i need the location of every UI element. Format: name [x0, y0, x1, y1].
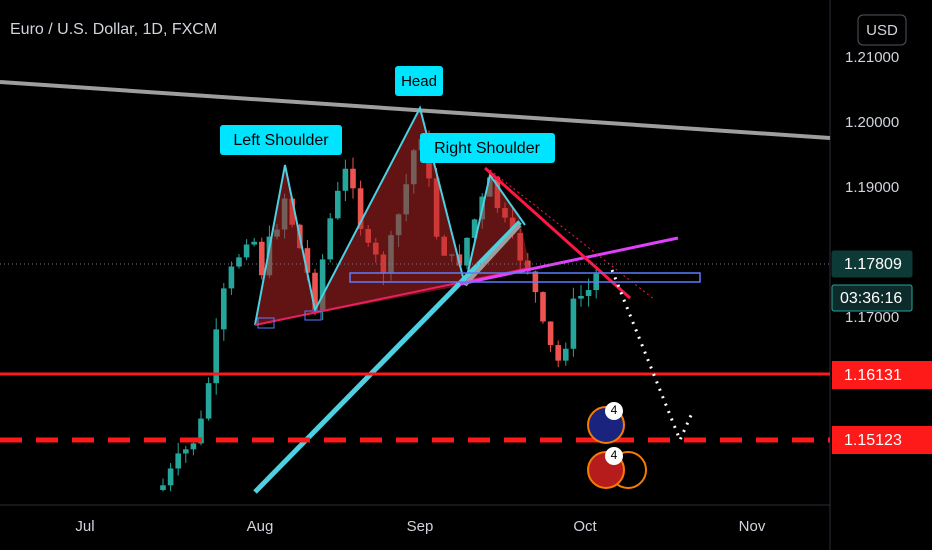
trend-line: [483, 166, 632, 300]
countdown: 03:36:16: [840, 290, 902, 307]
candle-body: [585, 290, 592, 296]
candle-body: [243, 244, 250, 258]
trend-line: [463, 223, 522, 287]
candle-body: [167, 468, 174, 486]
candle-body: [160, 485, 166, 490]
candle-body: [350, 168, 356, 189]
label-box: [395, 66, 443, 96]
price-tag: [832, 426, 932, 454]
currency: USD: [866, 22, 898, 39]
time-label: Sep: [407, 518, 434, 535]
price-tag: [832, 361, 932, 389]
candle-body: [190, 443, 197, 450]
candle-body: [183, 449, 189, 454]
candle-body: [198, 418, 204, 444]
candle-body: [327, 218, 333, 260]
zone: [257, 317, 275, 329]
price-label: 1.17000: [845, 309, 899, 326]
candle-body: [236, 257, 242, 267]
event-badge: [605, 447, 623, 465]
candle-body: [563, 348, 569, 361]
time-label: Jul: [75, 518, 94, 535]
price-tag: [831, 250, 913, 278]
candle-body: [357, 188, 364, 230]
candle-body: [335, 190, 341, 219]
price-label: 1.20000: [845, 114, 899, 131]
candle-body: [464, 237, 470, 266]
label-box: [220, 125, 342, 155]
candle-body: [259, 241, 265, 276]
candle-body: [175, 453, 181, 469]
trend-line: [253, 220, 522, 494]
annotation: Left Shoulder: [233, 132, 329, 149]
candle-body: [221, 288, 227, 330]
support-price: 1.16131: [844, 367, 902, 384]
candle-body: [555, 345, 561, 361]
candle-body: [319, 259, 326, 311]
event-count: 4: [611, 403, 618, 417]
candle-body: [570, 298, 577, 349]
time-label: Nov: [739, 518, 766, 535]
pattern-line: [254, 105, 526, 326]
zone: [349, 272, 701, 283]
candle-body: [540, 292, 546, 322]
channel-line: [459, 236, 679, 286]
candle-body: [471, 219, 478, 238]
candle-body: [304, 248, 311, 273]
candle-body: [312, 272, 318, 311]
candle-body: [578, 295, 584, 299]
trend-line: [0, 80, 831, 140]
candle-body: [205, 383, 212, 419]
label-box: [420, 133, 555, 163]
zone: [304, 310, 322, 321]
candle-body: [547, 321, 554, 346]
candle-body: [228, 266, 235, 289]
candle-body: [342, 168, 349, 191]
annotation: Right Shoulder: [434, 140, 541, 157]
trend-line: [489, 169, 656, 301]
price-label: 1.21000: [845, 49, 899, 66]
countdown-tag: [831, 284, 913, 312]
candle-body: [213, 329, 219, 384]
candle-body: [251, 241, 257, 245]
time-label: Aug: [247, 518, 274, 535]
current-price: 1.17809: [844, 256, 902, 273]
time-label: Oct: [573, 518, 597, 535]
currency-button[interactable]: [857, 14, 907, 46]
target-price: 1.15123: [844, 432, 902, 449]
symbol-title: Euro / U.S. Dollar, 1D, FXCM: [10, 21, 217, 38]
event-count: 4: [611, 448, 618, 462]
price-label: 1.19000: [845, 179, 899, 196]
event-badge: [605, 402, 623, 420]
annotation: Head: [401, 73, 437, 90]
